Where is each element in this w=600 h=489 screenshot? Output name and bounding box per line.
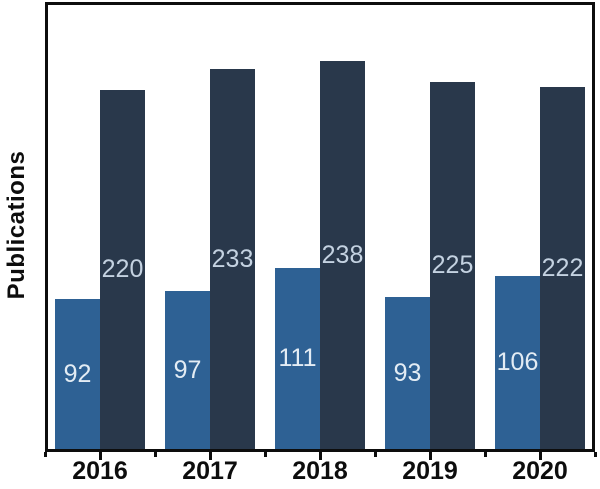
x-axis-label-2020: 2020 — [512, 457, 568, 485]
x-axis-label-2016: 2016 — [72, 457, 128, 485]
x-axis-minor-tick — [484, 452, 487, 457]
x-axis-major-tick — [99, 452, 102, 460]
x-axis-major-tick — [209, 452, 212, 460]
x-axis-major-tick — [539, 452, 542, 460]
bar-dark-navy-series-2017: 233 — [210, 69, 255, 449]
bar-light-blue-series-2016: 92 — [55, 299, 100, 449]
bar-value-label: 222 — [541, 253, 584, 282]
bar-light-blue-series-2018: 111 — [275, 268, 320, 449]
plot-area — [45, 2, 595, 452]
bar-value-label: 220 — [101, 255, 144, 283]
bar-dark-navy-series-2018: 238 — [320, 61, 365, 449]
bar-light-blue-series-2020: 106 — [495, 276, 540, 449]
x-axis-label-2019: 2019 — [402, 457, 458, 485]
x-axis-major-tick — [319, 452, 322, 460]
bar-dark-navy-series-2016: 220 — [100, 90, 145, 449]
x-axis-minor-tick — [44, 452, 47, 457]
bar-value-label: 233 — [211, 244, 254, 273]
bar-value-label: 238 — [321, 240, 364, 269]
x-axis-minor-tick — [154, 452, 157, 457]
x-axis-label-2017: 2017 — [182, 457, 238, 485]
bar-light-blue-series-2019: 93 — [385, 297, 430, 449]
bar-value-label: 92 — [63, 359, 92, 388]
x-axis-minor-tick — [594, 452, 597, 457]
bar-value-label: 111 — [278, 344, 317, 372]
x-axis-minor-tick — [374, 452, 377, 457]
x-axis-major-tick — [429, 452, 432, 460]
y-axis-title: Publications — [3, 150, 30, 300]
x-axis-label-2018: 2018 — [292, 457, 348, 485]
bar-dark-navy-series-2020: 222 — [540, 87, 585, 449]
bar-value-label: 93 — [393, 358, 422, 387]
bar-value-label: 97 — [173, 355, 202, 384]
bar-value-label: 106 — [496, 348, 539, 376]
x-axis-minor-tick — [264, 452, 267, 457]
bar-light-blue-series-2017: 97 — [165, 291, 210, 449]
bar-value-label: 225 — [431, 251, 474, 279]
bar-dark-navy-series-2019: 225 — [430, 82, 475, 449]
